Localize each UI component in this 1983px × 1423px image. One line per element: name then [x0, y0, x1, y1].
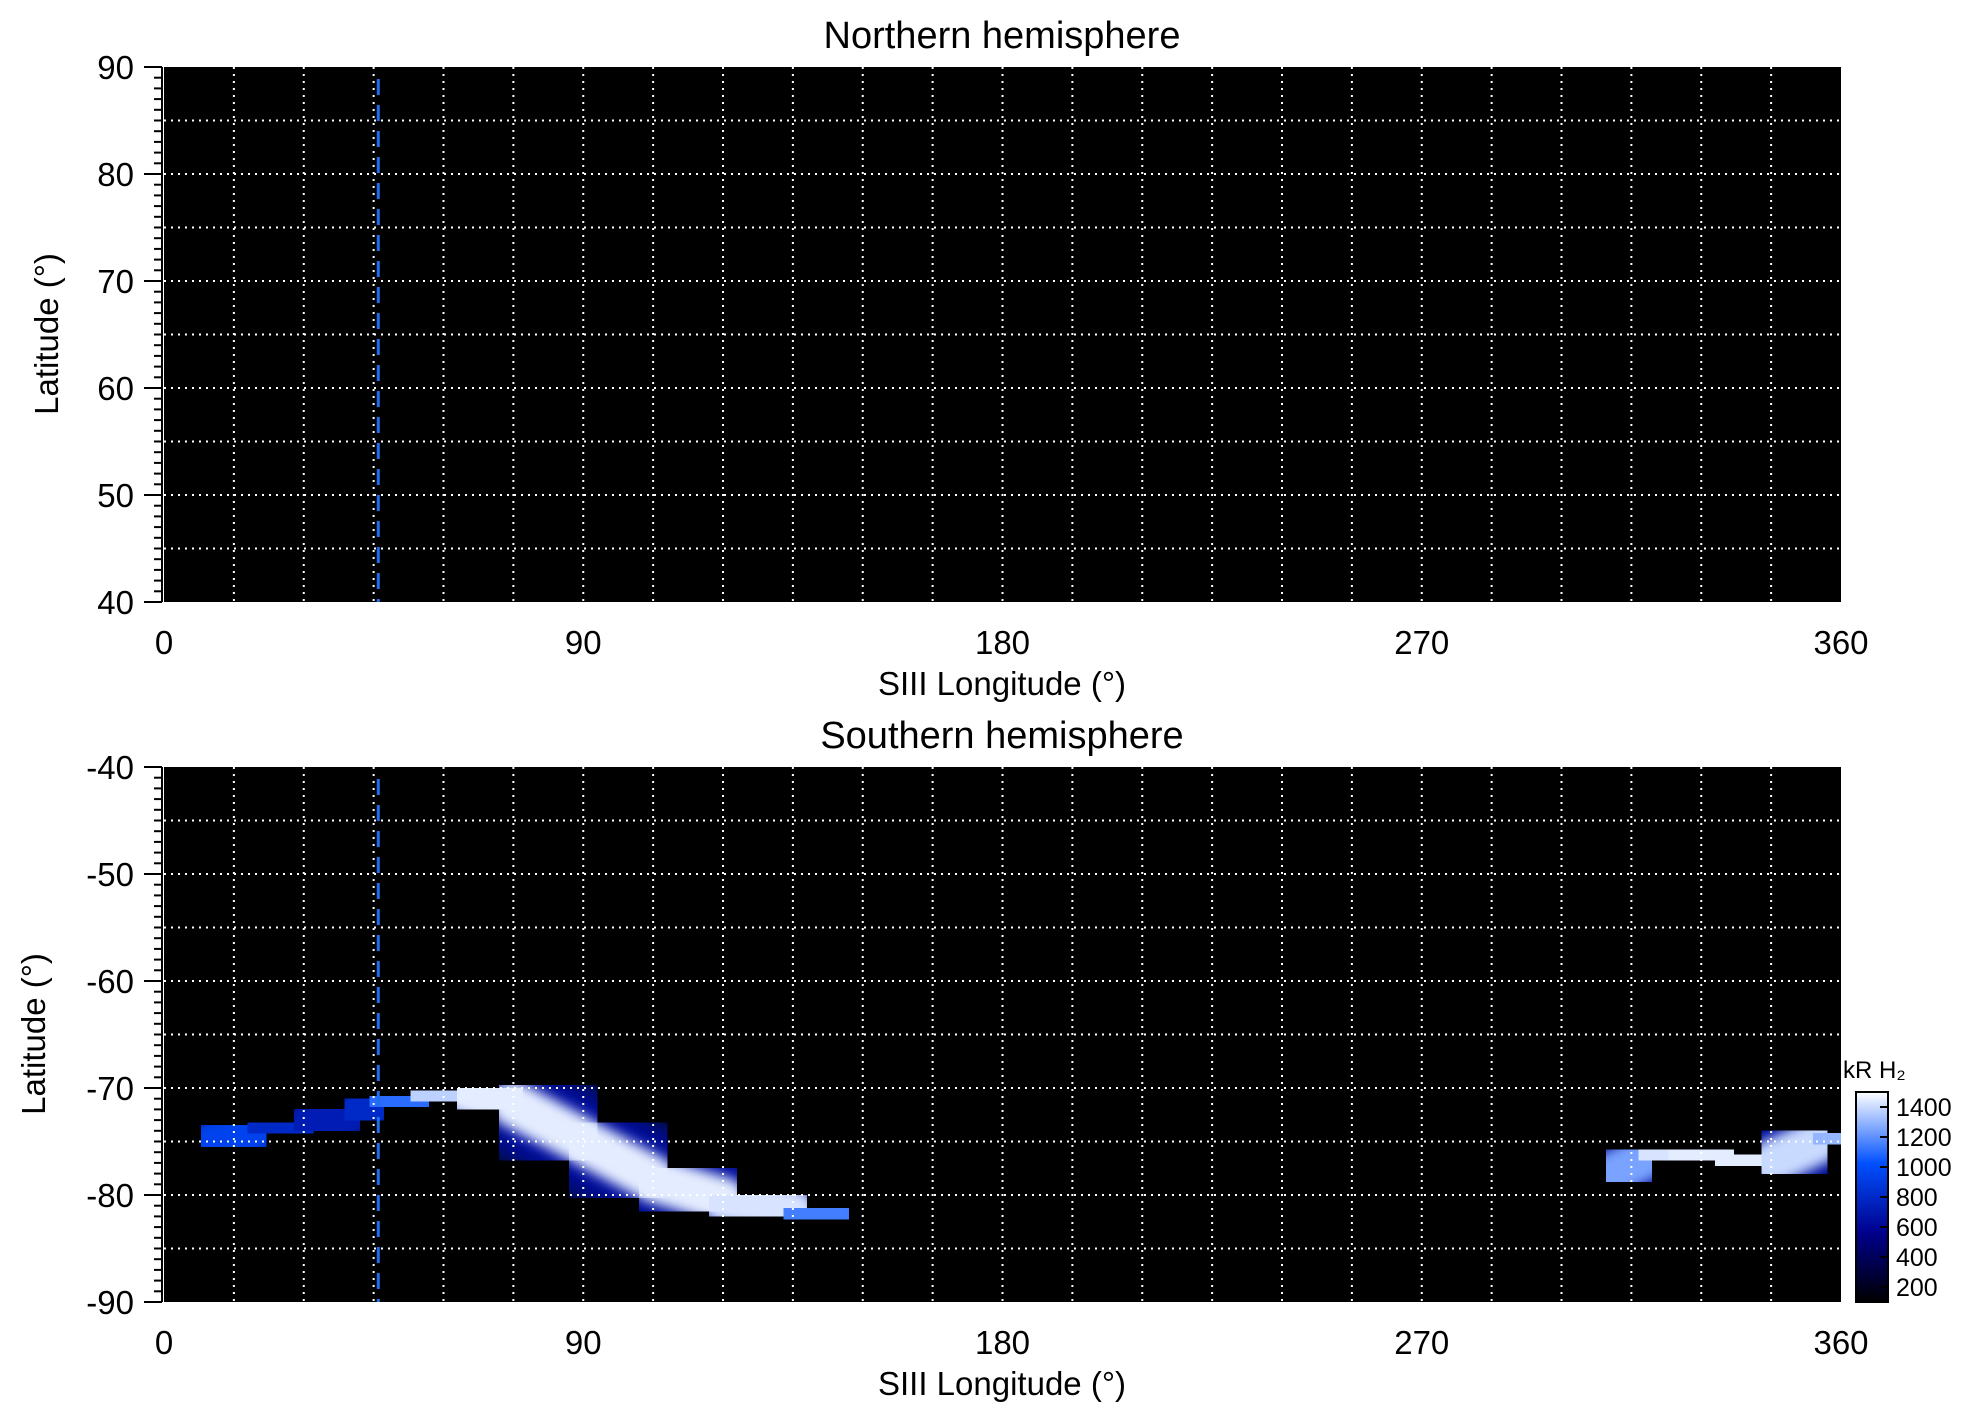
- y-tick-labels-southern: -40 -50 -60 -70 -80 -90: [86, 749, 134, 1321]
- x-tick-label: 270: [1394, 624, 1449, 661]
- y-tick-label: -40: [86, 749, 134, 786]
- emission-segment: [1794, 1113, 1841, 1165]
- x-tick-label: 90: [565, 624, 602, 661]
- x-tick-label: 0: [155, 624, 173, 661]
- grid-northern: [164, 67, 1841, 602]
- y-tick-label: 80: [97, 156, 134, 193]
- colorbar-tick-label: 600: [1896, 1214, 1938, 1242]
- x-tick-label: 180: [975, 1324, 1030, 1361]
- y-tick-label: -70: [86, 1070, 134, 1107]
- x-tick-label: 360: [1813, 624, 1868, 661]
- x-axis-label-southern: SIII Longitude (°): [878, 1365, 1126, 1402]
- x-tick-labels-northern: 0 90 180 270 360: [155, 624, 1869, 661]
- y-tick-label: -90: [86, 1284, 134, 1321]
- y-tick-label: -80: [86, 1177, 134, 1214]
- colorbar-tick-label: 200: [1896, 1274, 1938, 1302]
- x-tick-label: 90: [565, 1324, 602, 1361]
- x-tick-label: 360: [1813, 1324, 1868, 1361]
- colorbar-tick-label: 800: [1896, 1184, 1938, 1212]
- x-tick-label: 0: [155, 1324, 173, 1361]
- colorbar-label: kR H₂: [1843, 1057, 1906, 1084]
- y-tick-label: 90: [97, 49, 134, 86]
- ticks-southern: [144, 766, 163, 1303]
- y-tick-label: 60: [97, 370, 134, 407]
- x-tick-label: 270: [1394, 1324, 1449, 1361]
- y-tick-label: 70: [97, 263, 134, 300]
- panel-northern: Northern hemisphere 40 50 60 70 80 90 0 90 180 2…: [28, 15, 1869, 702]
- y-axis-label-southern: Latitude (°): [15, 953, 52, 1115]
- emission-segment: [769, 1188, 863, 1240]
- colorbar-tick-label: 1400: [1896, 1094, 1952, 1122]
- y-tick-label: 50: [97, 477, 134, 514]
- x-tick-labels-southern: 0 90 180 270 360: [155, 1324, 1869, 1361]
- y-tick-label: -50: [86, 856, 134, 893]
- colorbar-tick-label: 1000: [1896, 1154, 1952, 1182]
- emission-layer-southern: [164, 1038, 1841, 1272]
- x-axis-label-northern: SIII Longitude (°): [878, 665, 1126, 702]
- y-tick-labels-northern: 40 50 60 70 80 90: [97, 49, 134, 621]
- panel-southern: Southern hemisphere -40 -50 -60 -70 -80 -90 0…: [15, 715, 1869, 1402]
- ticks-northern: [144, 66, 163, 603]
- y-tick-label: 40: [97, 584, 134, 621]
- colorbar-tick-label: 1200: [1896, 1124, 1952, 1152]
- panel-title-southern: Southern hemisphere: [820, 715, 1183, 757]
- y-axis-label-northern: Latitude (°): [28, 253, 65, 415]
- colorbar-tick-label: 400: [1896, 1244, 1938, 1272]
- x-tick-label: 180: [975, 624, 1030, 661]
- grid-southern: [164, 767, 1841, 1302]
- panel-title-northern: Northern hemisphere: [824, 15, 1181, 57]
- y-tick-label: -60: [86, 963, 134, 1000]
